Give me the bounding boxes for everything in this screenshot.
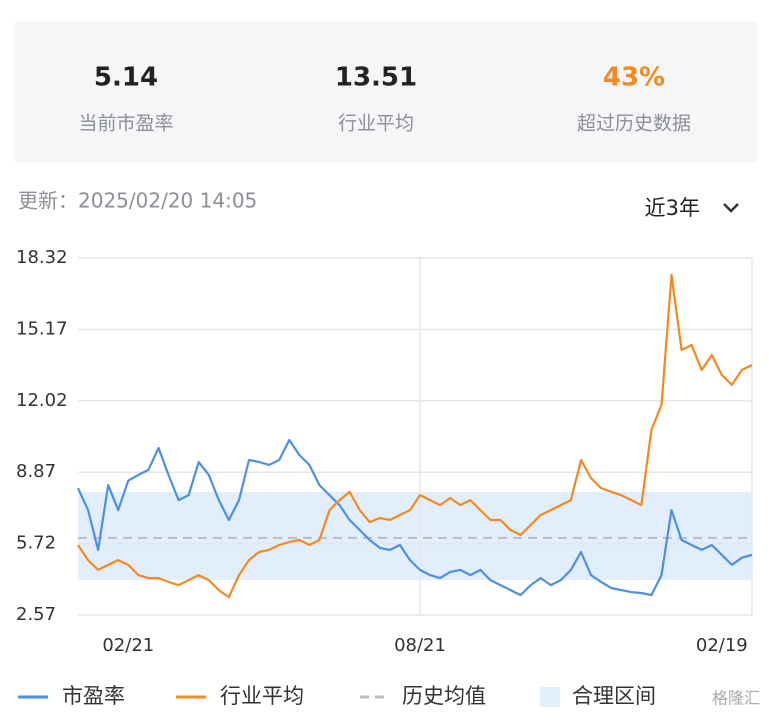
x-tick-label: 08/21 bbox=[394, 635, 446, 656]
stat-value: 13.51 bbox=[335, 63, 417, 93]
y-tick-label: 12.02 bbox=[16, 390, 68, 411]
y-tick-label: 18.32 bbox=[16, 247, 68, 268]
x-tick-label: 02/19 bbox=[696, 635, 748, 656]
series-line bbox=[77, 273, 753, 599]
legend-swatch bbox=[540, 687, 560, 707]
legend-label: 合理区间 bbox=[572, 684, 656, 708]
fair-range-band bbox=[78, 491, 752, 581]
stat-value: 5.14 bbox=[94, 63, 158, 93]
stats-panel bbox=[14, 22, 757, 162]
x-tick-label: 02/21 bbox=[102, 635, 154, 656]
stat-label: 当前市盈率 bbox=[78, 113, 173, 135]
range-dropdown[interactable]: 近3年 bbox=[645, 196, 739, 220]
stat-label: 超过历史数据 bbox=[577, 113, 691, 135]
y-tick-label: 15.17 bbox=[16, 318, 68, 339]
y-tick-label: 8.87 bbox=[16, 461, 56, 482]
stat-label: 行业平均 bbox=[338, 113, 414, 135]
dropdown-arrow bbox=[723, 203, 739, 213]
y-tick-label: 5.72 bbox=[16, 533, 56, 554]
series-line bbox=[77, 438, 753, 597]
legend-label: 历史均值 bbox=[402, 684, 486, 708]
range-label[interactable]: 近3年 bbox=[645, 196, 700, 220]
legend-label: 行业平均 bbox=[220, 684, 304, 708]
stat-value: 43% bbox=[603, 63, 665, 93]
y-tick-label: 2.57 bbox=[16, 604, 56, 625]
watermark: 格隆汇 bbox=[712, 689, 760, 708]
legend-label: 市盈率 bbox=[62, 684, 125, 708]
update-time: 更新：2025/02/20 14:05 bbox=[18, 189, 257, 213]
